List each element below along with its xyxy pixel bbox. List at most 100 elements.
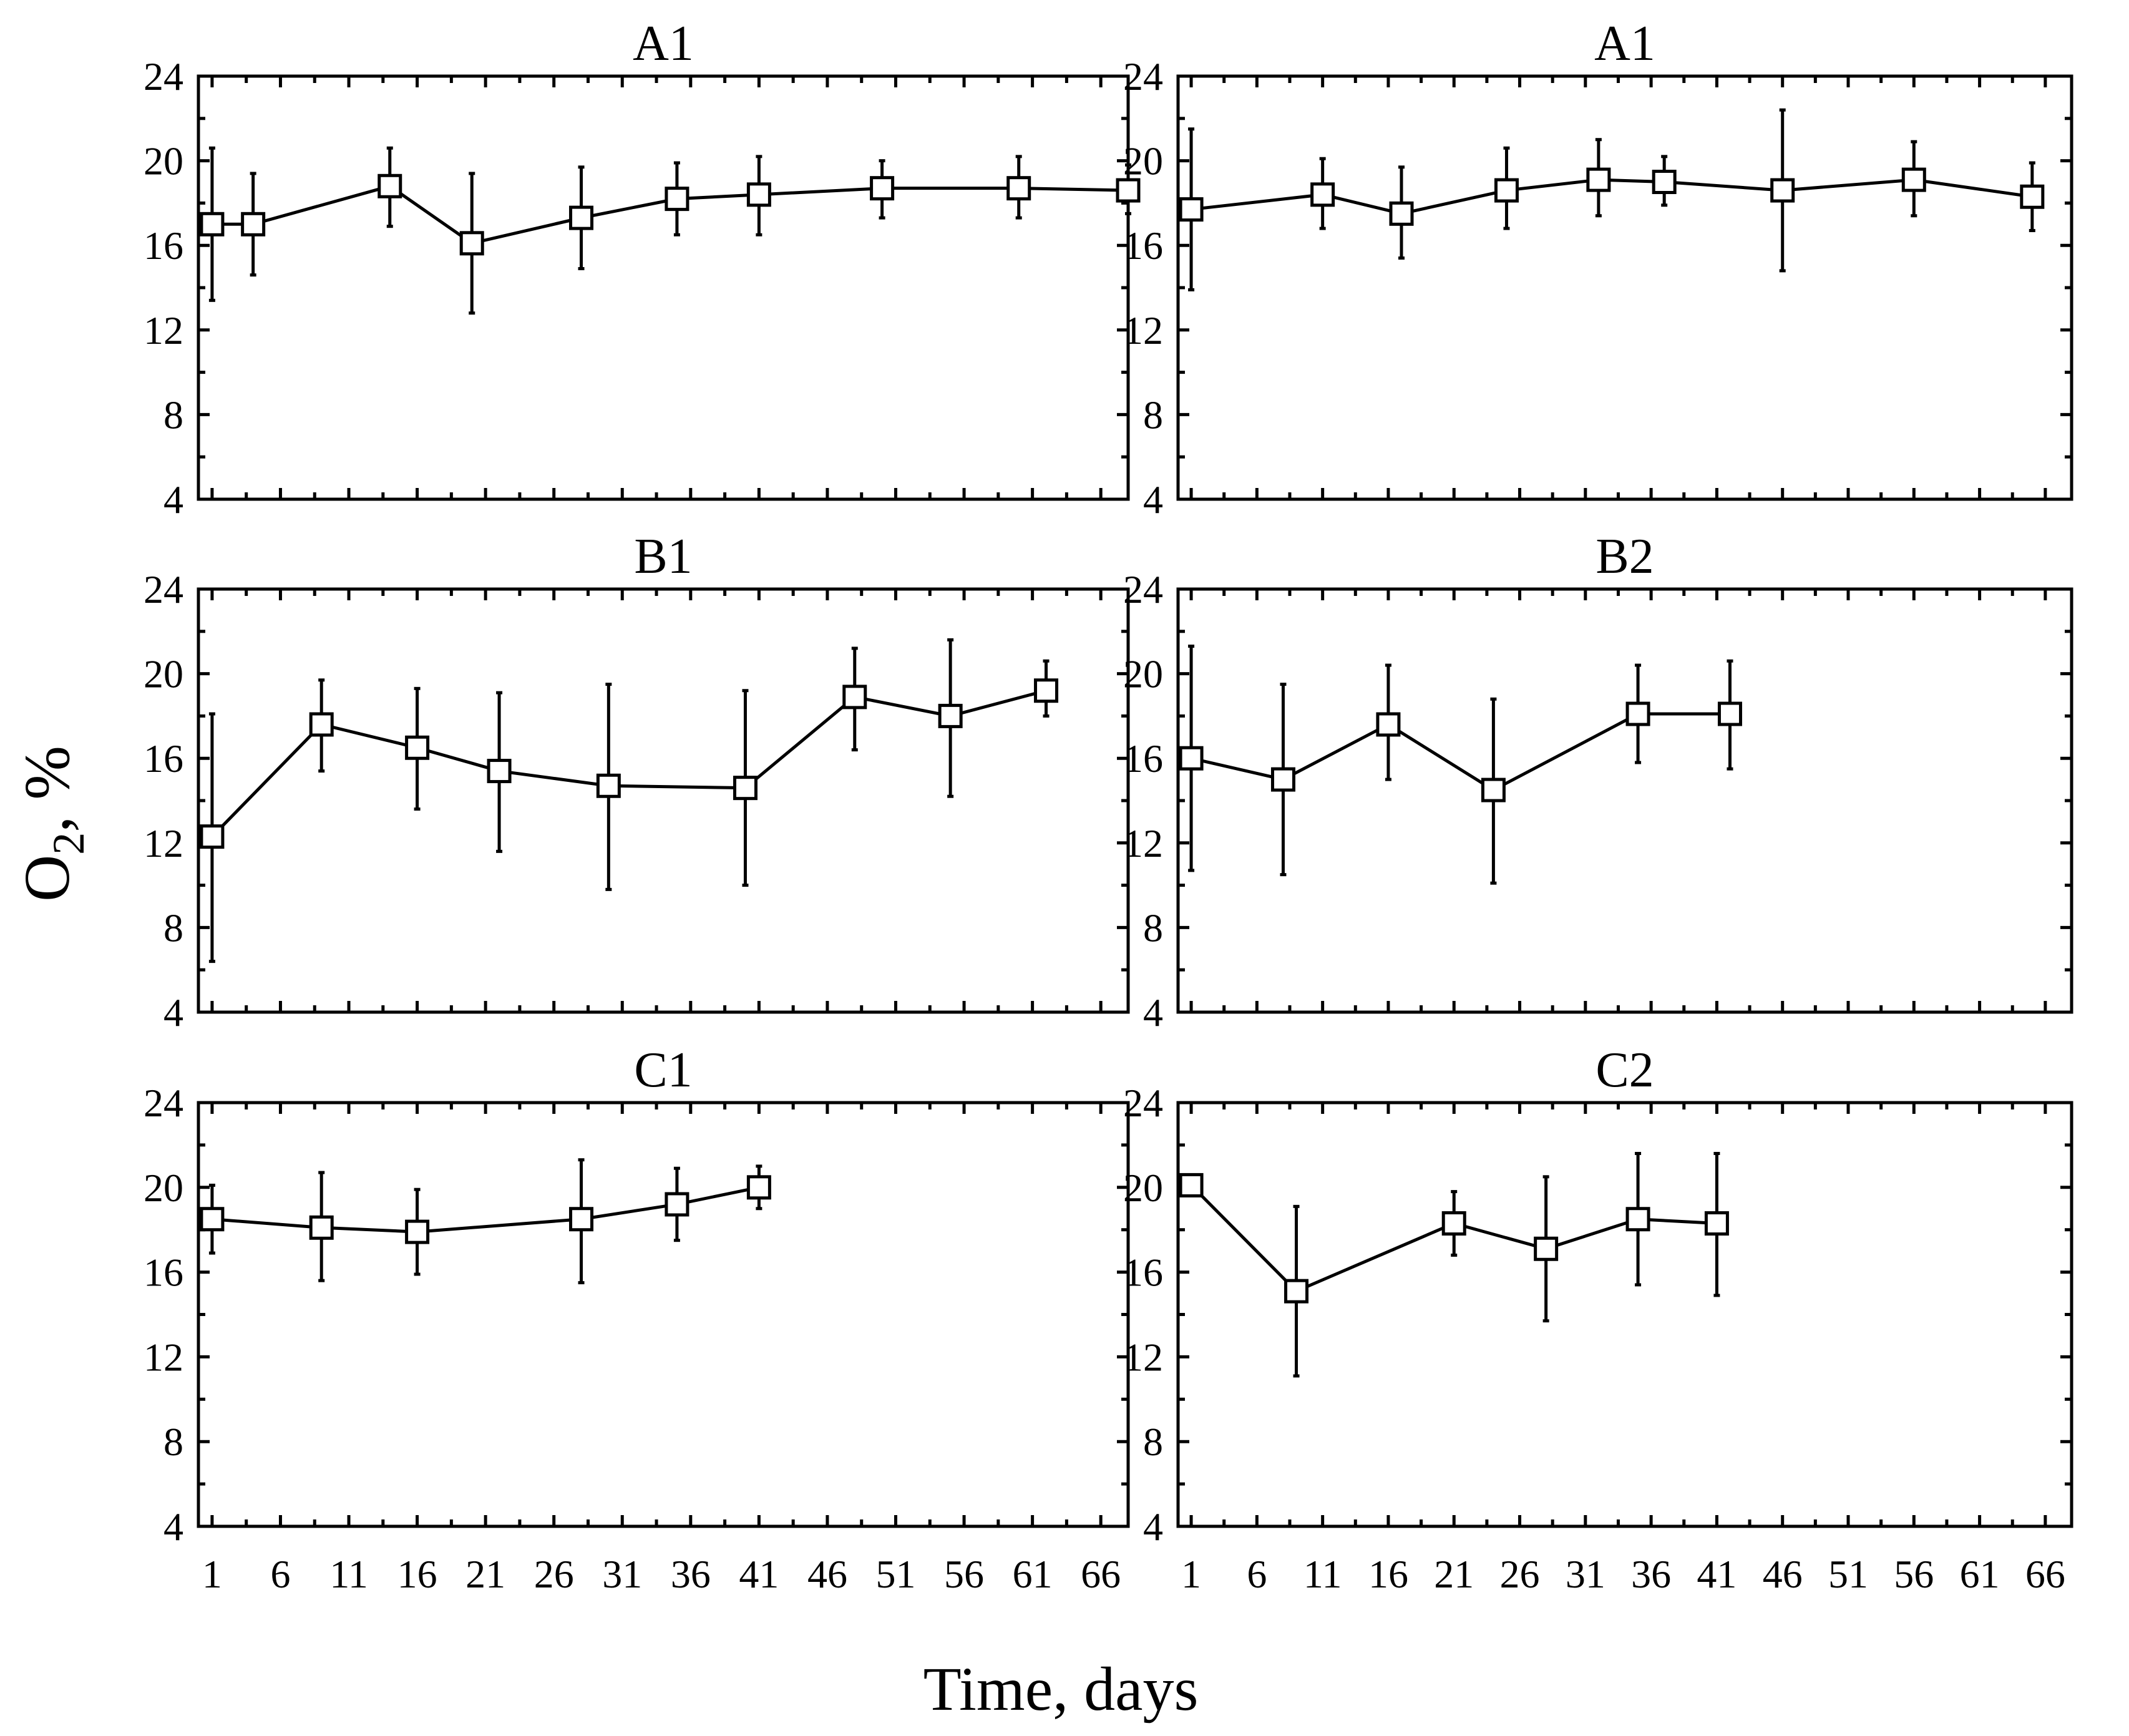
data-point-marker [1494,178,1519,203]
x-tick-label: 26 [1500,1552,1540,1596]
x-axis-label: Time, days [923,1654,1199,1724]
x-tick-label: 41 [1697,1552,1737,1596]
panel-title: C2 [1596,1043,1654,1098]
y-tick-label: 16 [1123,1251,1163,1295]
data-point-marker [665,187,689,212]
x-tick-label: 6 [1247,1552,1267,1596]
y-tick-label: 4 [163,477,183,522]
panels-group: A14812162024A14812162024B14812162024B248… [144,16,2073,1596]
panel-a1-top-left: A1 4 8 12 16 20 24 [144,16,1141,522]
plot-frame [197,1101,1130,1528]
x-tick-label: 61 [1013,1552,1053,1596]
panel-title: B1 [634,529,692,584]
data-point-marker [459,231,484,256]
data-point-marker [1481,778,1506,802]
x-tick-label: 31 [602,1552,642,1596]
y-tick-label: 20 [1123,1166,1163,1210]
y-tick-label: 16 [1123,223,1163,268]
y-tick-label: 20 [1123,652,1163,696]
y-tick-label: 12 [144,308,183,353]
x-tick-label: 1 [202,1552,222,1596]
x-tick-label: 36 [1631,1552,1671,1596]
data-point-marker [241,212,266,237]
x-tick-label: 56 [1894,1552,1934,1596]
y-tick-label: 16 [144,736,183,781]
data-point-marker [1901,167,1926,192]
data-point-marker [1625,1207,1650,1232]
data-point-marker [569,1207,594,1232]
y-tick-label: 16 [144,1251,183,1295]
data-point-marker [842,685,867,710]
y-tick-label: 4 [1143,477,1163,522]
data-point-marker [733,776,758,801]
y-tick-label: 8 [163,1420,183,1464]
series-line [212,184,1129,245]
data-point-marker [1006,176,1031,201]
y-tick-label: 4 [1143,990,1163,1035]
data-point-marker [665,1192,689,1217]
x-tick-label: 61 [1960,1552,2000,1596]
y-tick-label: 20 [1123,139,1163,183]
panel-a1-top-right: A1 4 8 12 16 20 24 [1123,16,2073,522]
data-point-marker [405,1219,430,1244]
data-point-marker [596,773,621,798]
x-tick-label: 21 [465,1552,505,1596]
y-tick-label: 8 [163,905,183,950]
y-tick-label: 8 [163,393,183,437]
data-point-marker [1534,1236,1559,1261]
x-tick-label: 46 [1763,1552,1803,1596]
y-tick-label: 8 [1143,1420,1163,1464]
panel-title: A1 [1594,16,1655,71]
series-line [1191,712,1730,792]
series-line [211,689,1047,838]
x-tick-label: 11 [1303,1552,1342,1596]
y-tick-label: 8 [1143,905,1163,950]
data-point-marker [309,1215,334,1240]
x-tick-label: 36 [671,1552,711,1596]
data-point-marker [1034,678,1059,703]
data-point-marker [1179,197,1204,222]
data-point-marker [1389,201,1414,226]
x-tick-label: 6 [270,1552,290,1596]
x-tick-label: 16 [1368,1552,1408,1596]
y-axis-label: O2, % [11,746,94,902]
data-point-marker [569,205,594,230]
x-tick-label: 51 [876,1552,916,1596]
x-tick-label: 11 [329,1552,368,1596]
y-tick-label: 12 [144,821,183,866]
data-point-marker [200,824,225,849]
y-tick-label: 24 [144,54,183,99]
x-tick-label: 1 [1181,1552,1201,1596]
data-point-marker [1284,1279,1309,1304]
x-tick-label: 21 [1434,1552,1474,1596]
data-point-marker [405,735,430,760]
y-axis-label-sub: 2 [44,832,94,855]
x-tick-label: 51 [1828,1552,1868,1596]
y-tick-label: 16 [144,223,183,268]
panel-b2-middle-right: B2 4 8 12 16 20 24 [1123,529,2073,1035]
y-tick-label: 12 [1123,1335,1163,1379]
data-point-marker [746,1175,771,1200]
y-tick-label: 24 [144,1081,183,1125]
panel-title: C1 [634,1043,692,1098]
y-tick-label: 4 [1143,1504,1163,1549]
data-point-marker [2020,184,2045,209]
plot-frame [197,74,1130,501]
data-point-marker [1652,170,1677,194]
x-tick-label: 16 [397,1552,437,1596]
y-tick-label: 24 [1123,567,1163,612]
y-tick-label: 4 [163,1504,183,1549]
data-point-marker [1441,1211,1466,1236]
data-point-marker [1625,701,1650,726]
data-point-marker [1586,167,1611,192]
data-point-marker [1179,1173,1204,1197]
x-tick-label: 31 [1566,1552,1605,1596]
y-axis-label-main: O [11,855,83,902]
data-point-marker [1717,701,1742,726]
x-tick-label: 46 [807,1552,847,1596]
x-tick-label: 41 [739,1552,779,1596]
panel-title: A1 [633,16,694,71]
